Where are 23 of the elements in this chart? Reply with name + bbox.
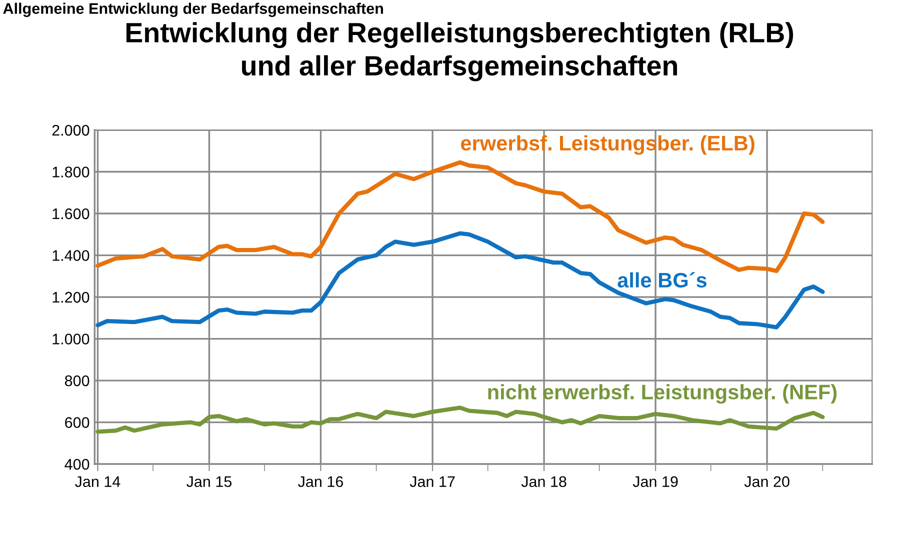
x-tick-label: Jan 20 xyxy=(744,476,790,488)
x-tick-label: Jan 17 xyxy=(410,476,455,488)
chart-title: Entwicklung der Regelleistungsberechtigten (RLB) und aller Bedarfsgemeinschaften xyxy=(126,22,794,82)
x-tick-label: Jan 15 xyxy=(186,476,232,488)
y-tick-label: 1.400 xyxy=(52,250,90,261)
series-label: alle BG´s xyxy=(618,272,707,288)
x-tick-label: Jan 14 xyxy=(75,476,120,488)
x-tick-label: Jan 18 xyxy=(521,476,566,488)
y-tick-label: 600 xyxy=(65,417,90,428)
y-tick-label: 1.600 xyxy=(52,208,90,220)
y-tick-label: 1.800 xyxy=(52,166,90,178)
y-tick-label: 1.000 xyxy=(52,334,90,344)
text: Allgemeine Entwicklung der Bedarfsgemeinschaften xyxy=(3,2,383,18)
y-tick-label: 400 xyxy=(64,458,90,470)
y-tick-label: 800 xyxy=(64,375,90,386)
line-series xyxy=(96,160,825,274)
x-tick-label: Jan 16 xyxy=(298,476,343,488)
y-tick-label: 1.200 xyxy=(52,292,90,303)
series-label: erwerbsf. Leistungsber. (ELB) xyxy=(461,135,754,155)
line-series xyxy=(96,406,825,434)
line-series xyxy=(96,231,825,330)
x-tick-label: Jan 19 xyxy=(632,476,678,488)
y-tick-label: 2.000 xyxy=(52,124,90,136)
